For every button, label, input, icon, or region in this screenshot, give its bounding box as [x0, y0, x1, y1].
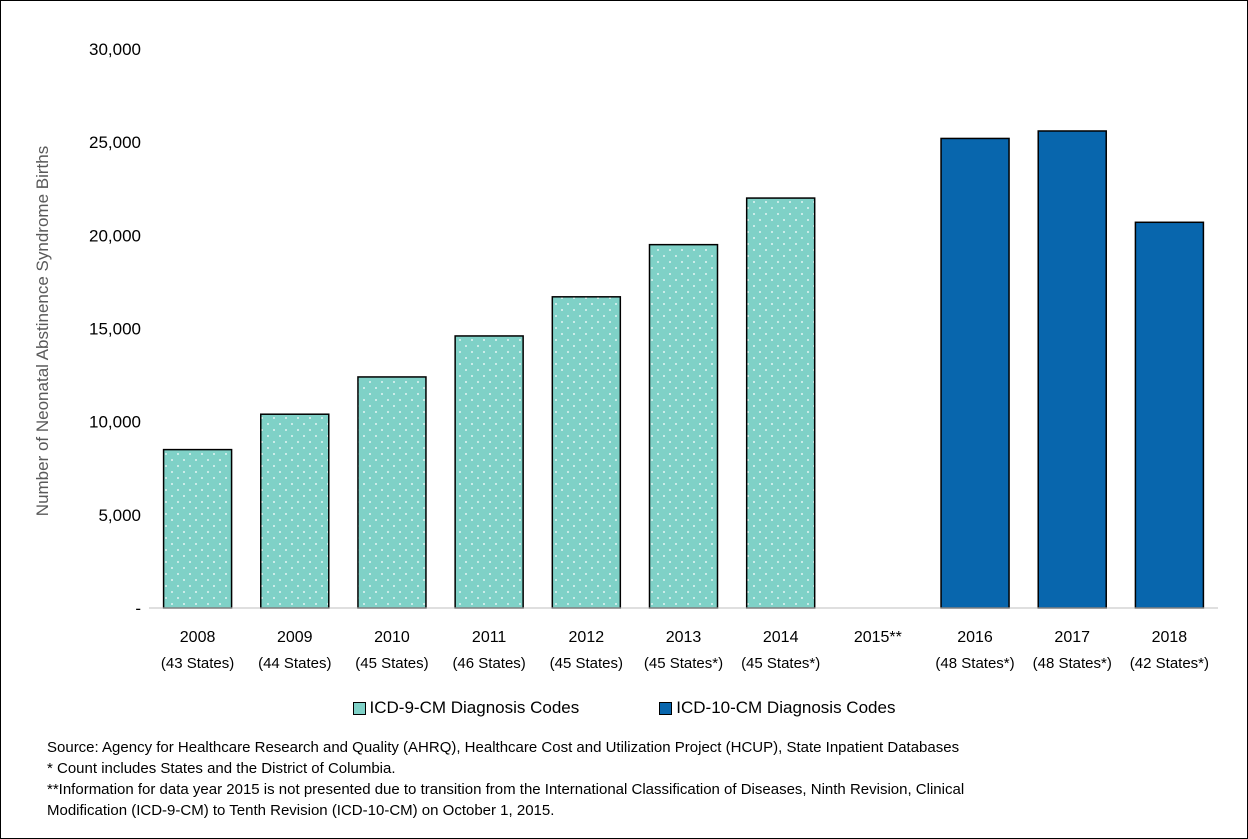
x-tick-year: 2015**	[854, 629, 902, 646]
x-tick-year: 2012	[569, 629, 605, 646]
bar-icd10-2018	[1134, 221, 1205, 609]
y-tick-label: 20,000	[89, 226, 141, 245]
y-tick-label: 15,000	[89, 320, 141, 339]
bar-icd9-2014	[745, 197, 816, 609]
y-tick-label: 25,000	[89, 133, 141, 152]
legend-label-icd9: ICD-9-CM Diagnosis Codes	[369, 698, 580, 717]
x-tick-year: 2016	[957, 629, 993, 646]
y-tick-label: -	[135, 599, 141, 618]
bar-icd9-2012	[551, 296, 622, 609]
x-tick-year: 2017	[1054, 629, 1090, 646]
source-note: Source: Agency for Healthcare Research a…	[47, 739, 960, 756]
bar-icd9-2008	[162, 448, 233, 609]
footnote-2015-line1: **Information for data year 2015 is not …	[47, 781, 965, 798]
y-tick-label: 5,000	[98, 506, 141, 525]
x-tick-states: (45 States*)	[644, 655, 723, 672]
x-tick-states: (45 States)	[550, 655, 623, 672]
x-tick-year: 2013	[666, 629, 702, 646]
x-tick-states: (48 States*)	[1033, 655, 1112, 672]
y-tick-label: 30,000	[89, 40, 141, 59]
bar-icd9-2011	[454, 335, 524, 609]
x-tick-year: 2008	[180, 629, 216, 646]
x-tick-year: 2018	[1152, 629, 1188, 646]
footnote-states: * Count includes States and the District…	[47, 760, 396, 777]
legend-swatch-icd9	[352, 701, 366, 715]
x-tick-year: 2011	[472, 629, 507, 646]
bar-icd10-2017	[1037, 130, 1107, 609]
legend: ICD-9-CM Diagnosis Codes ICD-10-CM Diagn…	[1, 698, 1247, 718]
bar-icd9-2013	[648, 243, 719, 609]
legend-label-icd10: ICD-10-CM Diagnosis Codes	[676, 698, 896, 717]
x-tick-states: (42 States*)	[1130, 655, 1209, 672]
x-tick-states: (45 States*)	[741, 655, 820, 672]
legend-item-icd9[interactable]: ICD-9-CM Diagnosis Codes	[352, 698, 580, 718]
bar-icd9-2009	[260, 413, 330, 609]
x-tick-states: (48 States*)	[935, 655, 1014, 672]
bar-chart: - 5,000 10,000 15,000 20,000 25,000 30,000 200…	[89, 40, 1218, 672]
x-tick-year: 2010	[374, 629, 410, 646]
x-tick-states: (45 States)	[355, 655, 428, 672]
legend-swatch-icd10	[659, 701, 673, 715]
bar-icd9-2010	[357, 376, 427, 609]
chart-notes: Source: Agency for Healthcare Research a…	[47, 737, 1237, 821]
bar-icd10-2016	[940, 137, 1010, 609]
x-tick-states: (46 States)	[452, 655, 525, 672]
x-tick-states: (43 States)	[161, 655, 234, 672]
x-tick-year: 2014	[763, 629, 799, 646]
x-tick-states: (44 States)	[258, 655, 331, 672]
x-tick-year: 2009	[277, 629, 313, 646]
y-tick-label: 10,000	[89, 413, 141, 432]
footnote-2015-line2: Modification (ICD-9-CM) to Tenth Revisio…	[47, 802, 555, 819]
legend-item-icd10[interactable]: ICD-10-CM Diagnosis Codes	[659, 698, 895, 718]
